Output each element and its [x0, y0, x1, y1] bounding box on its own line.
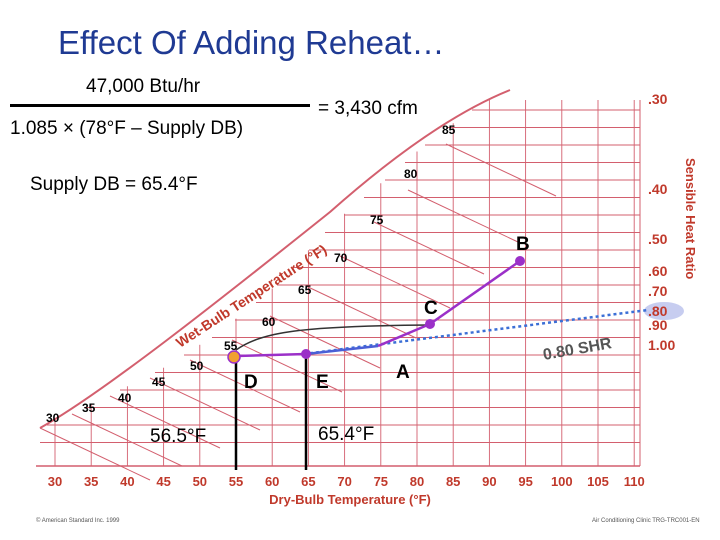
db-marker-56-5-label: 56.5°F: [150, 426, 206, 447]
equation-denominator: 1.085 × (78°F – Supply DB): [10, 118, 244, 139]
point-d-marker: [227, 350, 241, 364]
supply-db-result: Supply DB = 65.4°F: [30, 174, 198, 195]
line-a-e: [305, 344, 379, 356]
shr-0-80-line: [303, 308, 649, 356]
wet-bulb-labels: 30 35 40 45 50 55 60 65 70 75 80 85: [46, 123, 456, 425]
wet-bulb-label: 75: [370, 213, 384, 227]
wet-bulb-label: 45: [152, 375, 166, 389]
wet-bulb-line: [39, 427, 151, 481]
shr-tick-label: 1.00: [648, 337, 675, 353]
db-tick-label: 95: [518, 474, 532, 489]
point-a-label: A: [396, 362, 410, 383]
wet-bulb-label: 30: [46, 411, 60, 425]
wet-bulb-label: 40: [118, 391, 132, 405]
wet-bulb-line: [373, 221, 485, 275]
wet-bulb-line: [109, 395, 221, 449]
db-tick-label: 110: [624, 474, 645, 489]
db-tick-label: 55: [229, 474, 243, 489]
wet-bulb-line: [189, 359, 301, 413]
equation-result: = 3,430 cfm: [318, 98, 418, 119]
shr-tick-label: .30: [648, 91, 668, 107]
wet-bulb-line: [445, 143, 557, 197]
footer-copyright: © American Standard Inc. 1999: [36, 518, 120, 524]
wet-bulb-line: [149, 377, 261, 431]
wet-bulb-label: 70: [334, 251, 348, 265]
db-marker-65-4-label: 65.4°F: [318, 424, 374, 445]
shr-tick-label: .80: [648, 303, 668, 319]
db-tick-label: 85: [446, 474, 460, 489]
wet-bulb-label: 65: [298, 283, 312, 297]
wet-bulb-label: 60: [262, 315, 276, 329]
wet-bulb-label: 55: [224, 339, 238, 353]
point-c-marker: [425, 319, 435, 329]
point-e-marker: [301, 349, 311, 359]
db-tick-label: 50: [193, 474, 207, 489]
shr-tick-label: .50: [648, 231, 668, 247]
db-tick-label: 45: [156, 474, 170, 489]
line-b-c: [429, 259, 521, 326]
wet-bulb-label: 50: [190, 359, 204, 373]
wet-bulb-line: [407, 189, 519, 243]
wet-bulb-label: 35: [82, 401, 96, 415]
wet-bulb-lines: [39, 143, 557, 481]
coil-process-curve: [235, 324, 431, 351]
shr-title: Sensible Heat Ratio: [683, 158, 698, 279]
saturation-curve: [39, 89, 511, 429]
shr-scale-ticks: .30 .40 .50 .60 .70 .80.90 1.00: [644, 91, 684, 353]
wet-bulb-label: 80: [404, 167, 418, 181]
humidity-gridlines: [40, 109, 640, 443]
point-b-marker: [515, 256, 525, 266]
shr-tick-label: .60: [648, 263, 668, 279]
db-tick-label: 105: [587, 474, 609, 489]
equation-numerator: 47,000 Btu/hr: [86, 76, 201, 97]
shr-tick-label: .90: [648, 317, 668, 333]
db-tick-label: 80: [410, 474, 424, 489]
db-tick-label: 70: [337, 474, 351, 489]
footer-course: Air Conditioning Clinic TRG-TRC001-EN: [592, 518, 700, 524]
wet-bulb-line: [305, 285, 417, 339]
point-b-label: B: [516, 234, 530, 255]
db-tick-label: 65: [301, 474, 315, 489]
line-c-a: [377, 322, 431, 348]
fraction-bar: [10, 104, 310, 107]
shr-tick-label: .40: [648, 181, 668, 197]
db-tick-label: 30: [48, 474, 62, 489]
wet-bulb-line: [339, 255, 451, 309]
shr-line-label: 0.80 SHR: [542, 335, 614, 364]
shr-highlight-oval: [644, 302, 684, 320]
point-d-label: D: [244, 372, 258, 393]
reheat-line-d-e: [235, 352, 307, 358]
db-tick-label: 75: [374, 474, 388, 489]
point-e-label: E: [316, 372, 329, 393]
dry-bulb-axis-title: Dry-Bulb Temperature (°F): [269, 492, 431, 507]
wet-bulb-label: 85: [442, 123, 456, 137]
wet-bulb-line: [231, 339, 343, 393]
db-tick-label: 35: [84, 474, 98, 489]
dry-bulb-tick-labels: 30 35 40 45 50 55 60 65 70 75 80 85 90 95 100 105 110: [48, 474, 645, 489]
wet-bulb-line: [269, 315, 381, 369]
db-tick-label: 60: [265, 474, 279, 489]
shr-tick-label: .70: [648, 283, 668, 299]
wet-bulb-line: [71, 413, 183, 467]
db-tick-label: 40: [120, 474, 134, 489]
slide-title: Effect Of Adding Reheat…: [58, 24, 445, 61]
db-tick-label: 100: [551, 474, 573, 489]
point-c-label: C: [424, 298, 438, 319]
db-tick-label: 90: [482, 474, 496, 489]
